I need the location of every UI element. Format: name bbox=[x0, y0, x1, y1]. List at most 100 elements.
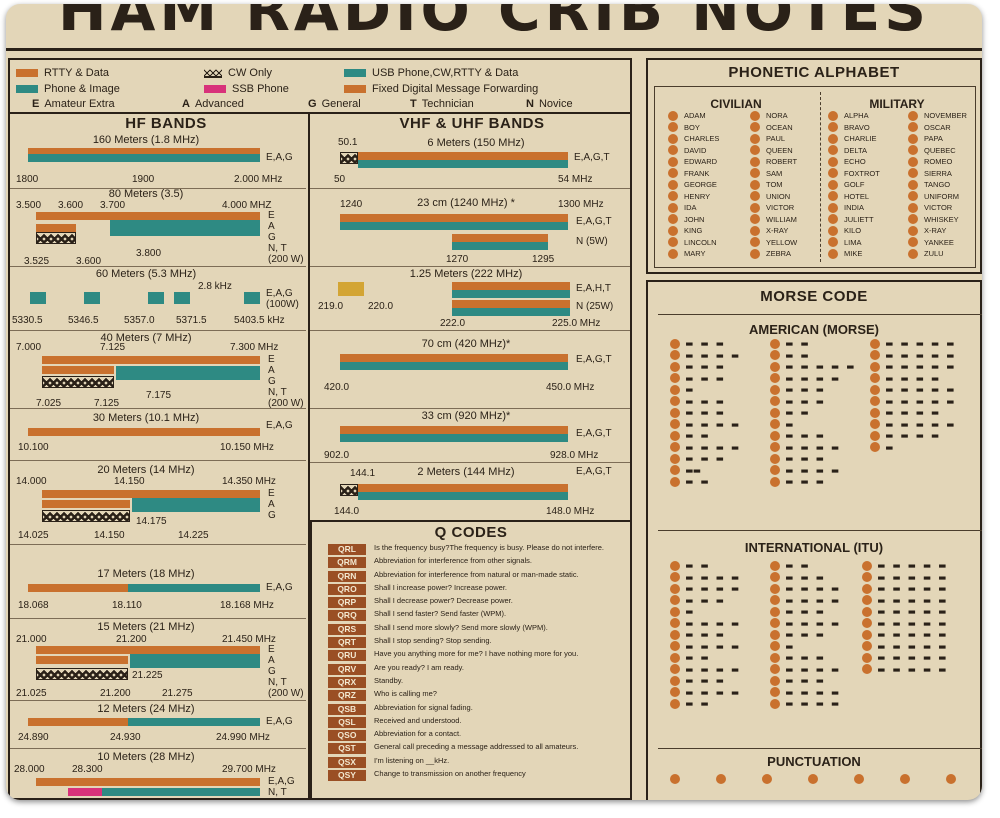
qcodes-panel bbox=[310, 520, 632, 800]
letter-bullet-icon bbox=[828, 202, 838, 213]
phonetic-item: SIERRA bbox=[908, 168, 967, 180]
character-bullet-icon bbox=[670, 698, 680, 709]
morse-code: ▬ ▬ ▬ ▬ bbox=[786, 697, 840, 711]
military-column-n-z: NOVEMBER OSCAR PAPA QUEBEC ROMEO SIERRA TANGO U… bbox=[908, 110, 967, 260]
morse-code: ▬ ▬ ▬ ▬ ▬ bbox=[886, 337, 955, 351]
freq-label: 1800 bbox=[16, 174, 39, 185]
civilian-column-a-m: ADAM BOY CHARLES DAVID EDWARD FRANK GEORGE HENR… bbox=[668, 110, 719, 260]
character-bullet-icon bbox=[870, 361, 880, 372]
phonetic-item: LIMA bbox=[828, 237, 880, 249]
phonetic-item: QUEEN bbox=[750, 145, 797, 157]
phonetic-item: PAPA bbox=[908, 133, 967, 145]
band-divider bbox=[10, 544, 306, 545]
letter-bullet-icon bbox=[750, 145, 760, 156]
band-bar-orange bbox=[36, 212, 260, 220]
phonetic-item: NORA bbox=[750, 110, 797, 122]
band-title: 160 Meters (1.8 MHz) bbox=[92, 134, 200, 146]
phonetic-divider bbox=[820, 92, 821, 262]
band-bar-teal bbox=[30, 292, 46, 304]
band-bar-teal bbox=[358, 160, 568, 168]
qcode-meaning: Change to transmission on another freque… bbox=[374, 770, 526, 779]
band-divider bbox=[310, 266, 630, 267]
character-bullet-icon bbox=[770, 572, 780, 583]
morse-code: ▬ ▬ ▬ ▬ bbox=[786, 662, 840, 676]
phonetic-item: TANGO bbox=[908, 179, 967, 191]
band-bar-teal bbox=[340, 434, 568, 442]
band-bar-teal bbox=[128, 718, 260, 726]
morse-item: ▬ ▬ ▬ ▬ bbox=[670, 418, 739, 431]
morse-item: ▬ ▬ ▬ bbox=[670, 337, 739, 350]
qcode-tag: QSO bbox=[328, 730, 366, 742]
character-bullet-icon bbox=[670, 465, 680, 476]
band-divider bbox=[10, 748, 306, 749]
character-bullet-icon bbox=[670, 476, 680, 487]
legend-phone: Phone & Image bbox=[16, 83, 120, 95]
character-bullet-icon bbox=[670, 384, 680, 395]
letter-bullet-icon bbox=[828, 214, 838, 225]
character-bullet-icon bbox=[770, 419, 780, 430]
freq-label: 220.0 bbox=[368, 301, 394, 312]
morse-item: ▬ ▬ ▬ ▬ ▬ bbox=[862, 640, 947, 653]
character-bullet-icon bbox=[670, 430, 680, 441]
cw-band-segment bbox=[42, 510, 130, 522]
morse-item: ▬ ▬ ▬ ▬ ▬ bbox=[870, 383, 955, 396]
morse-code: ▬ ▬ ▬ bbox=[786, 605, 825, 619]
band-divider bbox=[310, 408, 630, 409]
character-bullet-icon bbox=[870, 396, 880, 407]
freq-label: 5346.5 bbox=[68, 315, 99, 326]
character-bullet-icon bbox=[862, 618, 872, 629]
qcode-row: QRV Are you ready? I am ready. bbox=[328, 663, 624, 677]
morse-code: ▬ ▬ ▬ bbox=[686, 674, 725, 688]
morse-item: ▬ ▬ ▬ ▬ bbox=[770, 686, 839, 699]
qcode-meaning: Have you anything more for me? I have no… bbox=[374, 650, 579, 659]
character-bullet-icon bbox=[770, 606, 780, 617]
vhf-bands-heading: VHF & UHF BANDS bbox=[399, 115, 545, 132]
character-bullet-icon bbox=[770, 641, 780, 652]
band-title: 6 Meters (150 MHz) bbox=[427, 137, 525, 149]
morse-code: ▬ ▬ ▬ bbox=[786, 651, 825, 665]
morse-item: ▬ ▬ bbox=[770, 559, 839, 572]
orange-swatch-icon bbox=[16, 69, 38, 77]
freq-label: 14.150 bbox=[114, 476, 145, 487]
cw-band-segment bbox=[340, 152, 358, 164]
phonetic-word: IDA bbox=[684, 203, 697, 213]
band-bar-orange bbox=[28, 148, 260, 154]
character-bullet-icon bbox=[870, 442, 880, 453]
freq-label: 902.0 bbox=[324, 450, 350, 461]
morse-item: ▬ ▬ ▬ ▬ bbox=[870, 429, 955, 442]
phonetic-word: HENRY bbox=[684, 191, 711, 201]
morse-code: ▬▬ bbox=[686, 463, 702, 477]
qcode-row: QSO Abbreviation for a contact. bbox=[328, 730, 624, 743]
band-bar-teal bbox=[110, 228, 260, 236]
license-label: E,A,G,T N (5W) bbox=[576, 216, 612, 247]
phonetic-word: MARY bbox=[684, 249, 706, 259]
punctuation-label: PUNCTUATION bbox=[767, 754, 861, 769]
freq-label: 29.700 MHz bbox=[222, 764, 276, 775]
qcode-row: QRM Abbreviation for interference from ot… bbox=[328, 557, 624, 570]
license-label: E A G N, T (200 W) bbox=[268, 644, 304, 699]
band-bar-orange bbox=[36, 646, 260, 654]
phonetic-item: IDA bbox=[668, 202, 719, 214]
phonetic-item: ALPHA bbox=[828, 110, 880, 122]
morse-item: ▬ ▬ ▬ ▬ bbox=[770, 464, 855, 477]
qcode-meaning: Abbreviation for a contact. bbox=[374, 730, 462, 739]
morse-code: ▬ ▬ ▬ ▬ ▬ bbox=[878, 651, 947, 665]
character-bullet-icon bbox=[862, 629, 872, 640]
character-bullet-icon bbox=[870, 350, 880, 361]
letter-bullet-icon bbox=[908, 202, 918, 213]
letter-bullet-icon bbox=[668, 202, 678, 213]
morse-item: ▬ ▬ ▬ bbox=[770, 475, 855, 488]
morse-code: ▬ ▬ ▬ ▬ ▬ bbox=[878, 605, 947, 619]
qcode-row: QSX I'm listening on __kHz. bbox=[328, 756, 624, 770]
morse-code: ▬ ▬ ▬ bbox=[686, 360, 725, 374]
phonetic-item: ADAM bbox=[668, 110, 719, 122]
license-label: E,A,G N, T bbox=[268, 776, 295, 798]
phonetic-item: QUEBEC bbox=[908, 145, 967, 157]
freq-label: 14.025 bbox=[18, 530, 49, 541]
morse-code: ▬ ▬ ▬ bbox=[786, 452, 825, 466]
character-bullet-icon bbox=[770, 396, 780, 407]
morse-item: ▬ ▬ ▬ bbox=[770, 674, 839, 687]
band-bar-pink bbox=[68, 788, 102, 796]
legend-usb: USB Phone,CW,RTTY & Data bbox=[344, 67, 518, 79]
phonetic-word: UNIFORM bbox=[924, 191, 959, 201]
